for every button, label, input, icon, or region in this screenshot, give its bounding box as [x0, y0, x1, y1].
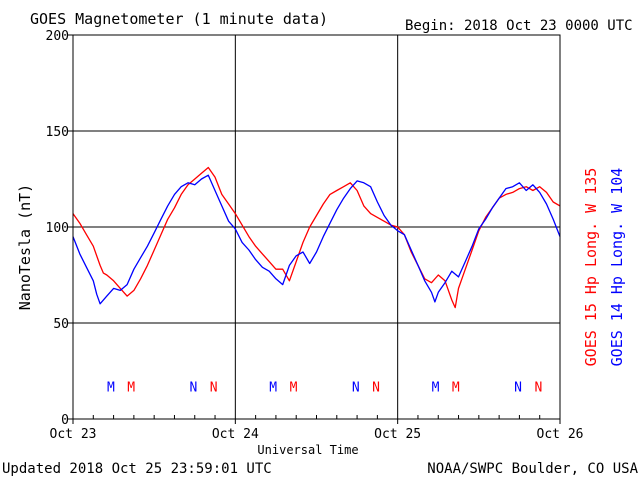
midnight-marker: M	[432, 380, 440, 395]
legend-goes15: GOES 15 Hp Long. W 135	[582, 168, 600, 367]
x-tick-label: Oct 24	[212, 427, 259, 442]
midnight-marker: M	[127, 380, 135, 395]
noon-marker: N	[514, 380, 522, 395]
y-tick-label: 50	[53, 317, 69, 332]
plot-frame	[72, 34, 561, 420]
midnight-marker: M	[269, 380, 277, 395]
chart-title: GOES Magnetometer (1 minute data)	[30, 10, 328, 28]
axes: 0 50 100 150 200 Oct 23 Oct 24 Oct 25 Oct 26	[46, 29, 584, 442]
y-tick-label: 0	[61, 413, 69, 428]
y-axis-label: NanoTesla (nT)	[16, 184, 34, 310]
midnight-marker: M	[107, 380, 115, 395]
y-tick-label: 200	[46, 29, 69, 44]
x-axis-label: Universal Time	[257, 443, 358, 457]
noon-marker: N	[189, 380, 197, 395]
legend-goes14: GOES 14 Hp Long. W 104	[608, 168, 626, 367]
noon-marker: N	[534, 380, 542, 395]
x-tick-label: Oct 26	[537, 427, 584, 442]
series-layer	[72, 166, 561, 309]
x-tick-label: Oct 23	[50, 427, 97, 442]
y-tick-label: 100	[46, 221, 69, 236]
credit-label: NOAA/SWPC Boulder, CO USA	[427, 461, 638, 477]
midnight-marker: M	[452, 380, 460, 395]
series-goes15-line	[72, 166, 561, 309]
y-tick-label: 150	[46, 125, 69, 140]
midnight-marker: M	[290, 380, 298, 395]
noon-marker: N	[352, 380, 360, 395]
begin-label: Begin: 2018 Oct 23 0000 UTC	[405, 18, 633, 34]
updated-label: Updated 2018 Oct 25 23:59:01 UTC	[2, 461, 272, 477]
noon-marker: N	[372, 380, 380, 395]
x-tick-label: Oct 25	[374, 427, 421, 442]
series-goes14-line	[72, 174, 561, 305]
noon-marker: N	[210, 380, 218, 395]
